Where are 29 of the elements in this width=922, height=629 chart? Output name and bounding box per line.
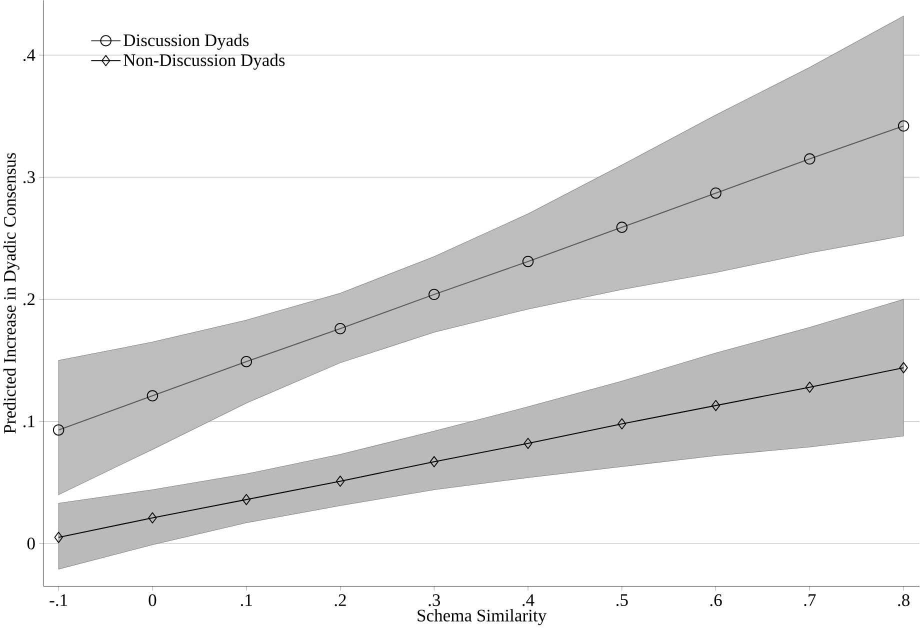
y-tick-label: 0 (27, 538, 35, 550)
legend-label: Discussion Dyads (124, 34, 249, 50)
x-tick-label: .7 (804, 594, 816, 606)
point (805, 382, 814, 394)
point (618, 418, 626, 430)
x-tick-label: .6 (710, 594, 722, 606)
x-tick-label: .4 (522, 594, 534, 606)
x-tick-label: 0 (148, 594, 156, 606)
point (336, 476, 345, 488)
x-tick-label: .2 (334, 594, 346, 606)
y-axis-title: Predicted Increase in Dyadic Consensus (3, 153, 20, 434)
y-tick-label: .4 (24, 49, 36, 62)
x-tick-label: -.1 (50, 594, 68, 606)
x-tick-label: .8 (898, 594, 910, 606)
x-tick-label: .5 (616, 594, 628, 606)
x-tick-label: .3 (428, 594, 440, 606)
y-tick-label: .3 (24, 172, 35, 184)
point (524, 438, 532, 450)
x-axis-title: Schema Similarity (418, 609, 547, 626)
point (899, 362, 908, 374)
point (242, 494, 251, 506)
point (430, 456, 438, 468)
point (148, 512, 157, 524)
y-tick-label: .2 (24, 294, 35, 306)
y-tick-label: .1 (24, 416, 34, 428)
point (54, 532, 63, 544)
point (711, 400, 720, 412)
legend-label: Non-Discussion Dyads (124, 54, 285, 70)
x-tick-label: .1 (240, 594, 252, 606)
